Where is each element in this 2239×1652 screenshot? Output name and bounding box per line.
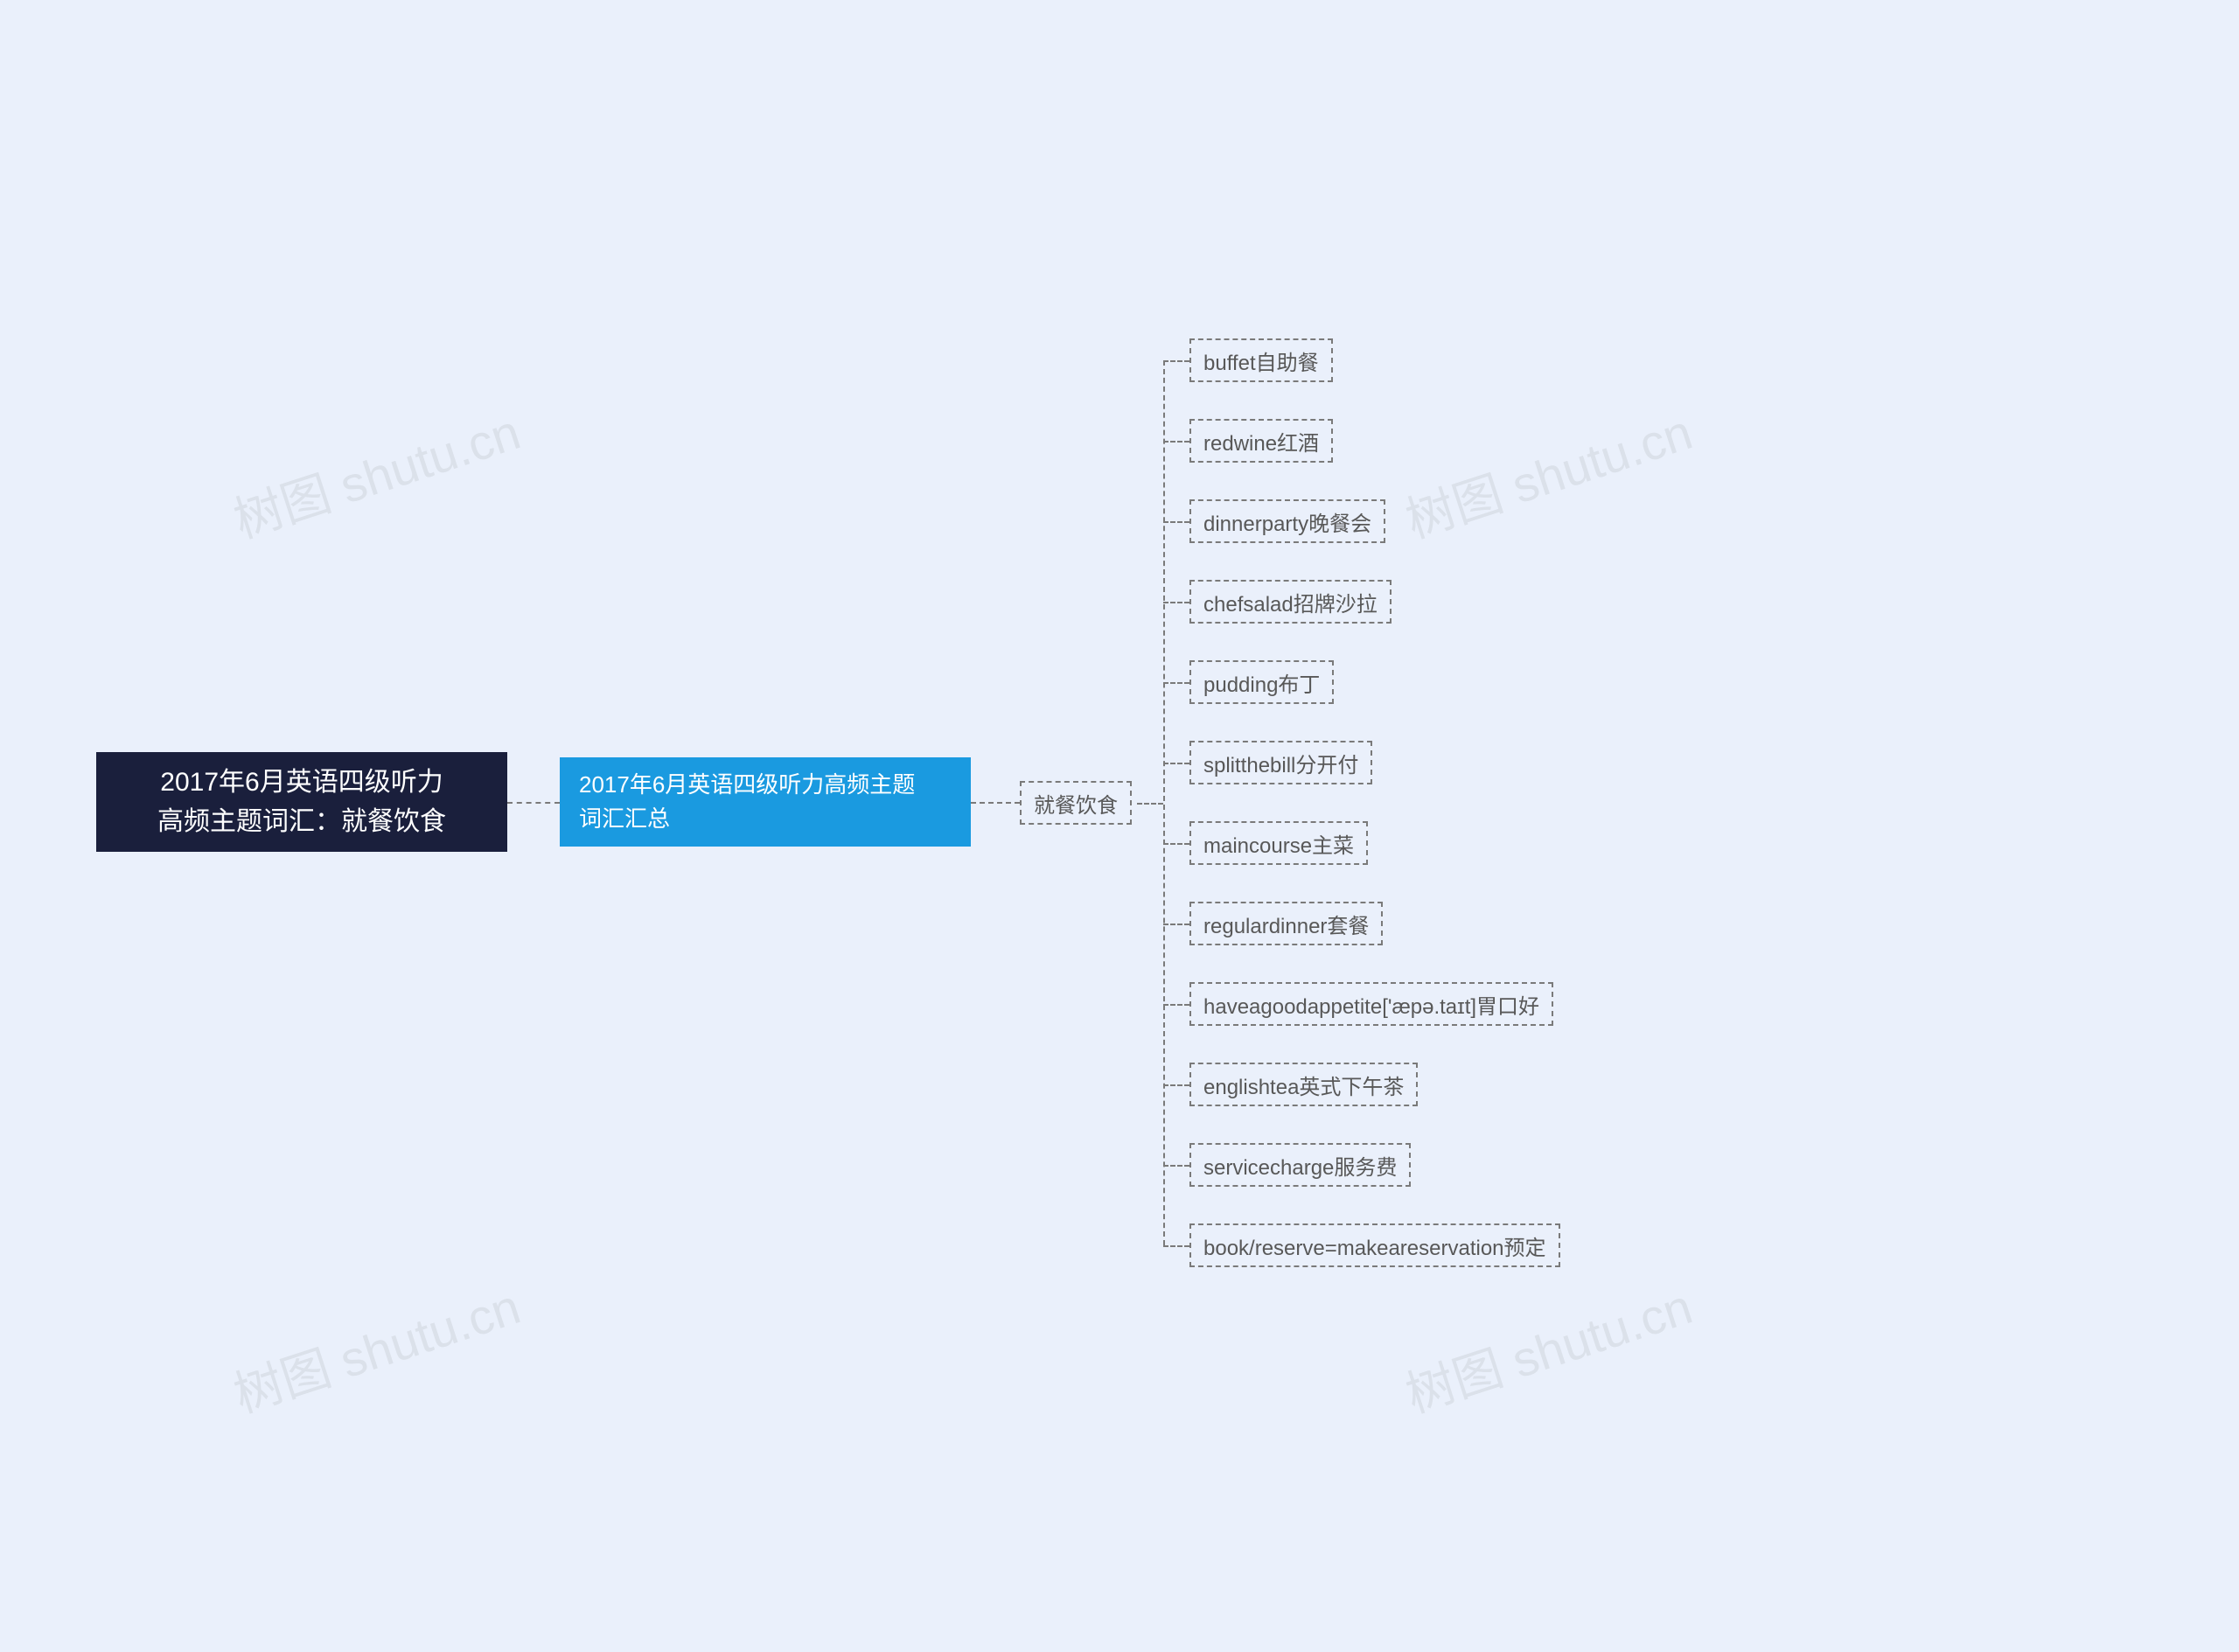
connector-h xyxy=(1163,1004,1189,1006)
connector-h xyxy=(1163,1165,1189,1167)
watermark: 树图 shutu.cn xyxy=(1396,394,1700,553)
connector-h xyxy=(1163,682,1189,684)
connector-h xyxy=(1163,924,1189,925)
leaf-node: pudding布丁 xyxy=(1189,660,1334,704)
level1-line1: 2017年6月英语四级听力高频主题 xyxy=(579,768,915,802)
level2-node: 就餐饮食 xyxy=(1020,781,1132,825)
connector-h xyxy=(1163,1084,1189,1086)
connector-v xyxy=(1163,360,1165,1245)
watermark: 树图 shutu.cn xyxy=(224,394,528,553)
watermark: 树图 shutu.cn xyxy=(1396,1268,1700,1427)
connector-h xyxy=(1163,1245,1189,1247)
leaf-node: haveagoodappetite['æpə.taɪt]胃口好 xyxy=(1189,982,1553,1026)
connector-h xyxy=(1163,602,1189,603)
level1-node: 2017年6月英语四级听力高频主题词汇汇总 xyxy=(560,757,971,847)
leaf-node: maincourse主菜 xyxy=(1189,821,1368,865)
connector-h xyxy=(1163,441,1189,443)
leaf-node: dinnerparty晚餐会 xyxy=(1189,499,1385,543)
connector-h xyxy=(1163,521,1189,523)
connector-h xyxy=(971,802,1020,804)
leaf-node: chefsalad招牌沙拉 xyxy=(1189,580,1392,624)
connector-h xyxy=(1163,360,1189,362)
leaf-node: buffet自助餐 xyxy=(1189,338,1333,382)
leaf-node: englishtea英式下午茶 xyxy=(1189,1063,1418,1106)
connector-h xyxy=(507,802,560,804)
watermark: 树图 shutu.cn xyxy=(224,1268,528,1427)
root-line2: 高频主题词汇：就餐饮食 xyxy=(157,802,446,841)
level1-line2: 词汇汇总 xyxy=(579,802,670,836)
connector-h xyxy=(1163,763,1189,764)
leaf-node: book/reserve=makeareservation预定 xyxy=(1189,1223,1560,1267)
leaf-node: splitthebill分开付 xyxy=(1189,741,1372,784)
leaf-node: regulardinner套餐 xyxy=(1189,902,1383,945)
mindmap-canvas: 树图 shutu.cn 树图 shutu.cn 树图 shutu.cn 树图 shut… xyxy=(0,0,2239,1652)
leaf-node: servicecharge服务费 xyxy=(1189,1143,1411,1187)
root-line1: 2017年6月英语四级听力 xyxy=(160,763,443,802)
connector-h xyxy=(1163,843,1189,845)
connector-h xyxy=(1137,803,1163,805)
leaf-node: redwine红酒 xyxy=(1189,419,1333,463)
root-node: 2017年6月英语四级听力高频主题词汇：就餐饮食 xyxy=(96,752,507,852)
